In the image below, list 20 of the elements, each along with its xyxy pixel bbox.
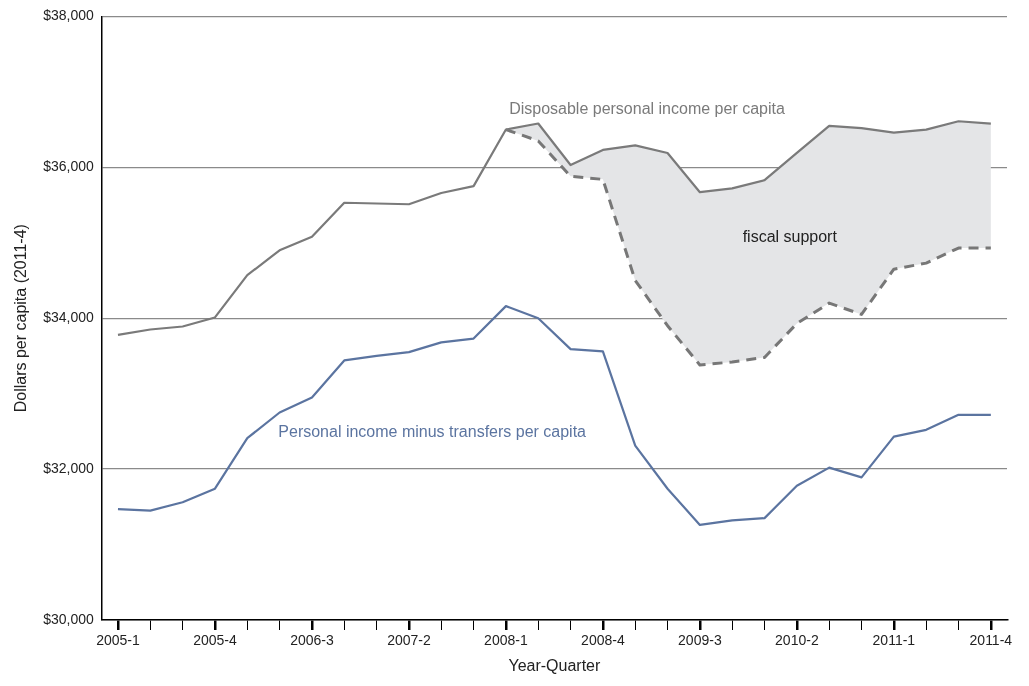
x-tick-label: 2011-1 — [872, 632, 916, 649]
x-tick-label: 2010-2 — [775, 632, 819, 649]
y-tick-label: $30,000 — [43, 610, 95, 627]
x-axis-title: Year-Quarter — [508, 656, 602, 674]
x-tick-label: 2011-4 — [969, 632, 1013, 649]
series-label: Disposable personal income per capita — [509, 100, 785, 118]
x-tick-label: 2007-2 — [387, 632, 431, 649]
x-tick-label: 2008-4 — [581, 632, 625, 649]
y-axis-title: Dollars per capita (2011-4) — [12, 224, 30, 413]
x-tick-label: 2005-1 — [96, 632, 140, 649]
y-tick-label: $34,000 — [43, 309, 95, 326]
x-tick-label: 2008-1 — [484, 632, 528, 649]
x-tick-label: 2006-3 — [290, 632, 334, 649]
annotation: fiscal support — [742, 227, 838, 245]
y-tick-label: $36,000 — [43, 158, 95, 175]
y-tick-label: $38,000 — [43, 7, 95, 24]
y-tick-label: $32,000 — [43, 459, 95, 476]
x-tick-label: 2005-4 — [193, 632, 237, 649]
series-label: Personal income minus transfers per capita — [278, 422, 587, 440]
x-tick-label: 2009-3 — [678, 632, 722, 649]
